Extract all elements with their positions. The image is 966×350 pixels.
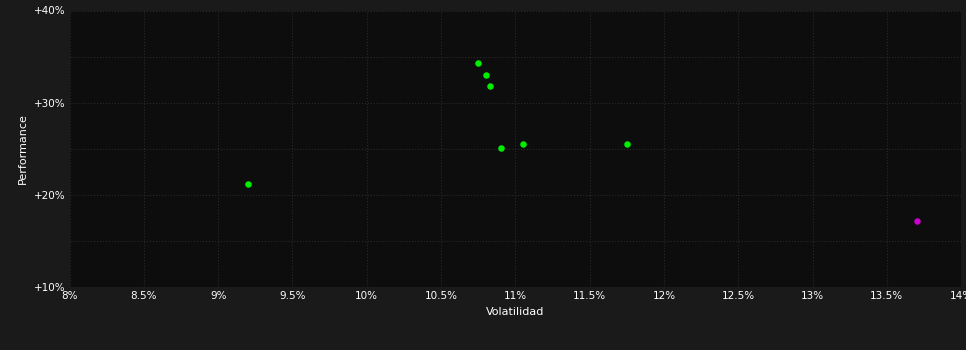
Point [909,218,924,223]
Point [493,145,508,150]
Point [482,83,497,89]
Y-axis label: Performance: Performance [18,113,28,184]
X-axis label: Volatilidad: Volatilidad [486,307,545,317]
Point [478,72,494,78]
Point [515,141,530,147]
Point [619,141,635,147]
Point [470,60,486,66]
Point [241,181,256,187]
